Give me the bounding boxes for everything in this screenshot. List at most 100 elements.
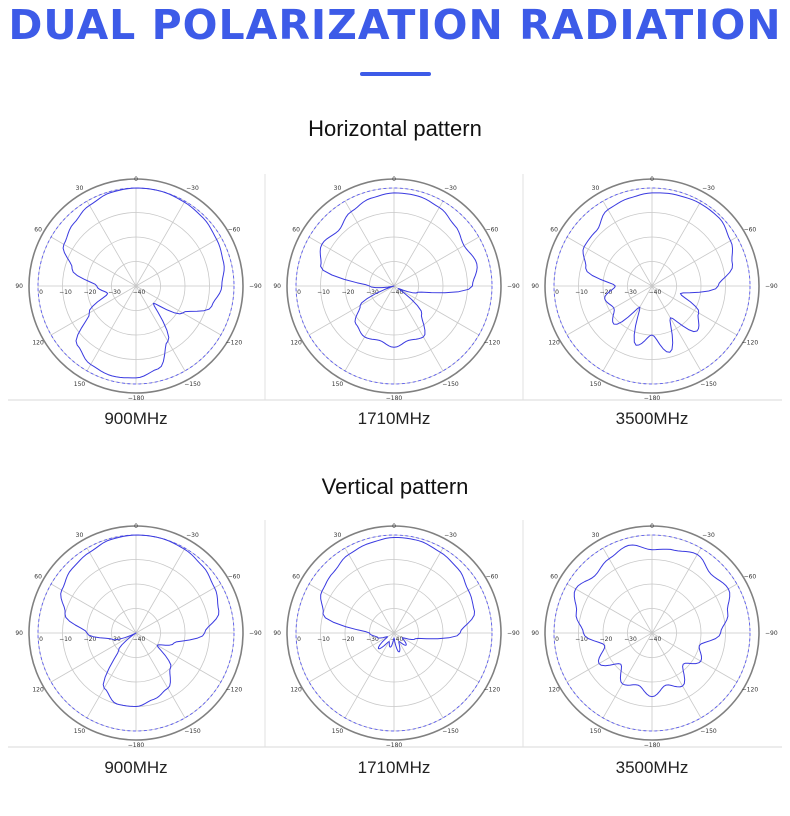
angle-tick-label: −120 [484,340,501,347]
pattern-trace [573,544,731,698]
angle-tick-label: −150 [700,381,717,388]
radial-tick-label: −30 [624,289,637,296]
outer-rim [28,178,244,394]
grid-spoke [344,285,395,372]
grid-spoke [566,285,653,336]
angle-tick-label: 90 [531,630,539,637]
radial-tick-label: 0 [555,289,559,296]
angle-tick-label: 30 [76,185,84,192]
grid-spoke [308,583,395,634]
reference-circle [295,534,493,732]
angle-tick-label: 60 [292,227,300,234]
grid-spoke [50,632,137,683]
grid-spoke [50,236,137,287]
radial-tick-label: −40 [133,636,146,643]
angle-tick-label: −60 [228,574,241,581]
angle-tick-label: 0 [650,523,654,530]
grid-spoke [50,285,137,336]
section-title-vertical: Vertical pattern [321,474,469,499]
radial-tick-label: −20 [84,289,97,296]
angle-tick-label: −30 [186,532,199,539]
angle-tick-label: 0 [134,523,138,530]
angle-tick-label: 30 [334,185,342,192]
radial-tick-label: −20 [600,636,613,643]
angle-tick-label: 150 [74,381,86,388]
grid-spoke [602,200,653,287]
radial-tick-label: 0 [39,636,43,643]
vertical-pattern-svg: 0 30 60 90 120 150 −180 −150 −120 −90 −60 −30 0 −10 −2… [8,520,782,748]
angle-tick-label: 90 [15,283,23,290]
reference-circle [37,534,235,732]
angle-tick-label: −150 [442,381,459,388]
angle-tick-label: 60 [34,227,42,234]
radial-tick-label: −10 [59,289,72,296]
frequency-label: 900MHz [104,758,168,777]
angle-tick-label: 150 [332,728,344,735]
radial-tick-label: −30 [366,636,379,643]
radial-tick-label: 0 [297,636,301,643]
radial-tick-label: −20 [342,289,355,296]
angle-tick-label: 60 [34,574,42,581]
grid-spoke [135,547,186,634]
angle-tick-label: 120 [548,340,560,347]
polar-chart-h-3500: 0 30 60 90 120 150 −180 −150 −120 −90 −60 −30 0 −10 −2… [531,176,777,402]
grid-spoke [393,583,480,634]
angle-tick-label: 150 [590,381,602,388]
grid-spoke [344,547,395,634]
angle-tick-label: 0 [650,176,654,183]
radial-tick-label: −20 [600,289,613,296]
frequency-label: 3500MHz [615,409,689,428]
radial-tick-label: −40 [649,636,662,643]
grid-spoke [651,547,702,634]
angle-tick-label: −120 [484,687,501,694]
angle-tick-label: 120 [548,687,560,694]
frequency-label: 3500MHz [615,758,689,777]
angle-tick-label: 90 [15,630,23,637]
grid-spoke [651,632,738,683]
radial-tick-label: −10 [575,636,588,643]
grid-spoke [344,632,395,719]
grid-spoke [135,200,186,287]
angle-tick-label: 150 [590,728,602,735]
angle-tick-label: 60 [550,574,558,581]
angle-tick-label: −90 [765,283,778,290]
grid-spoke [566,236,653,287]
grid-spoke [308,632,395,683]
radial-tick-label: −40 [391,636,404,643]
radial-tick-label: −30 [624,636,637,643]
grid-spoke [135,285,186,372]
angle-tick-label: −30 [444,532,457,539]
grid-spoke [308,236,395,287]
angle-tick-label: −90 [249,630,262,637]
radial-tick-label: −40 [133,289,146,296]
angle-tick-label: −150 [700,728,717,735]
pattern-trace [582,192,733,353]
angle-tick-label: −60 [744,227,757,234]
angle-tick-label: 120 [32,687,44,694]
angle-tick-label: −60 [744,574,757,581]
outer-rim [544,525,760,741]
polar-chart-v-900: 0 30 60 90 120 150 −180 −150 −120 −90 −60 −30 0 −10 −2… [15,523,261,748]
grid-spoke [393,200,444,287]
grid-spoke [50,583,137,634]
vertical-pattern-panel: 0 30 60 90 120 150 −180 −150 −120 −90 −60 −30 0 −10 −2… [0,518,790,748]
angle-tick-label: −60 [486,574,499,581]
angle-tick-label: −30 [444,185,457,192]
frequency-label: 1710MHz [357,409,431,428]
radial-tick-label: 0 [297,289,301,296]
grid-spoke [344,200,395,287]
angle-tick-label: −150 [442,728,459,735]
section-title-horizontal: Horizontal pattern [308,116,482,141]
angle-tick-label: 120 [32,340,44,347]
radial-tick-label: −10 [317,636,330,643]
pattern-trace [319,192,478,348]
angle-tick-label: −30 [186,185,199,192]
angle-tick-label: 0 [134,176,138,183]
outer-rim [286,525,502,741]
grid-spoke [393,285,480,336]
outer-rim [286,178,502,394]
angle-tick-label: 30 [334,532,342,539]
grid-spoke [135,285,222,336]
angle-tick-label: −120 [226,340,243,347]
angle-tick-label: −30 [702,185,715,192]
